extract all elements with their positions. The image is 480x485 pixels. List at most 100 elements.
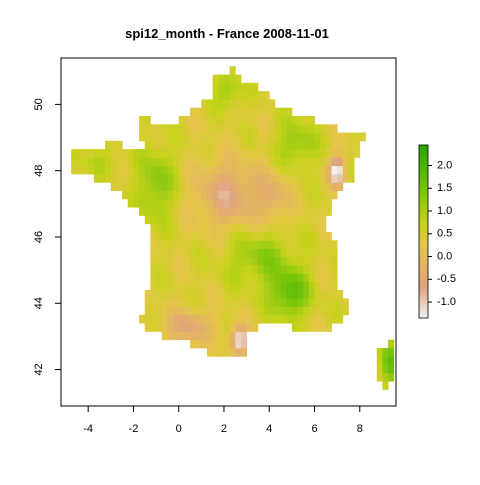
raster-cell [308,207,315,216]
raster-cell [150,198,157,208]
raster-cell [218,314,225,324]
raster-cell [246,91,253,100]
raster-cell [173,157,180,167]
raster-cell [195,124,202,133]
raster-cell [297,207,304,216]
raster-cell [206,306,214,316]
raster-cell [320,281,327,291]
raster-cell [218,124,225,133]
raster-cell [235,248,242,258]
raster-cell [308,314,315,324]
raster-cell [240,323,248,332]
raster-cell [206,149,214,158]
raster-cell [206,132,214,142]
raster-cell [240,240,248,249]
y-tick-label: 48 [33,165,45,177]
raster-cell [331,248,338,258]
raster-cell [190,331,197,341]
raster-cell [303,240,310,249]
raster-cell [257,132,264,142]
raster-cell [178,215,185,225]
raster-cell [201,298,208,307]
raster-cell [229,331,236,341]
raster-cell [144,165,151,175]
raster-cell [235,124,242,133]
raster-cell [252,281,259,291]
raster-cell [331,149,338,158]
raster-cell [195,157,202,167]
raster-cell [331,182,338,191]
raster-cell [246,232,253,241]
raster-cell [167,298,174,307]
raster-cell [274,140,281,150]
x-tick-label: 8 [357,423,363,435]
raster-cell [308,281,315,291]
raster-cell [286,215,293,225]
raster-cell [274,107,281,117]
raster-cell [240,91,248,100]
raster-cell [223,116,231,125]
raster-cell [235,240,242,249]
raster-cell [173,174,180,183]
raster-cell [195,107,202,117]
raster-cell [314,124,321,133]
raster-cell [331,157,338,167]
raster-cell [110,149,117,158]
raster-cell [212,157,219,167]
raster-cell [218,207,225,216]
raster-cell [291,256,298,266]
raster-cell [212,182,219,191]
raster-cell [223,240,231,249]
raster-cell [173,240,180,249]
raster-cell [308,149,315,158]
raster-cell [133,190,140,200]
raster-cell [127,174,134,183]
raster-cell [246,157,253,167]
raster-cell [274,215,281,225]
raster-cell [257,290,264,299]
raster-cell [218,223,225,233]
raster-cell [178,281,185,291]
raster-cell [150,149,157,158]
raster-cell [240,215,248,225]
raster-cell [195,232,202,241]
raster-cell [127,149,134,158]
raster-cell [195,190,202,200]
raster-cell [190,265,197,274]
raster-cell [252,190,259,200]
raster-cell [337,290,344,299]
raster-cell [218,132,225,142]
x-tick-label: 6 [311,423,317,435]
raster-cell [190,290,197,299]
raster-cell [331,174,338,183]
raster-cell [206,256,214,266]
raster-cell [280,281,287,291]
raster-cell [195,273,202,283]
raster-cell [190,198,197,208]
raster-cell [325,273,332,283]
raster-cell [110,174,117,183]
raster-cell [167,223,174,233]
raster-cell [325,240,332,249]
raster-cell [376,372,383,382]
raster-cell [240,99,248,109]
raster-cell [122,182,129,191]
raster-cell [218,107,225,117]
raster-cell [382,356,389,365]
raster-cell [263,91,270,100]
raster-cell [206,273,214,283]
raster-cell [269,124,276,133]
raster-cell [308,198,315,208]
y-tick-label: 50 [33,98,45,110]
raster-cell [314,323,321,332]
raster-cell [178,132,185,142]
raster-cell [206,99,214,109]
raster-cell [240,207,248,216]
raster-cell [325,174,332,183]
raster-cell [286,198,293,208]
raster-cell [286,223,293,233]
raster-cell [235,273,242,283]
raster-cell [325,198,332,208]
raster-cell [156,256,163,266]
raster-cell [195,281,202,291]
